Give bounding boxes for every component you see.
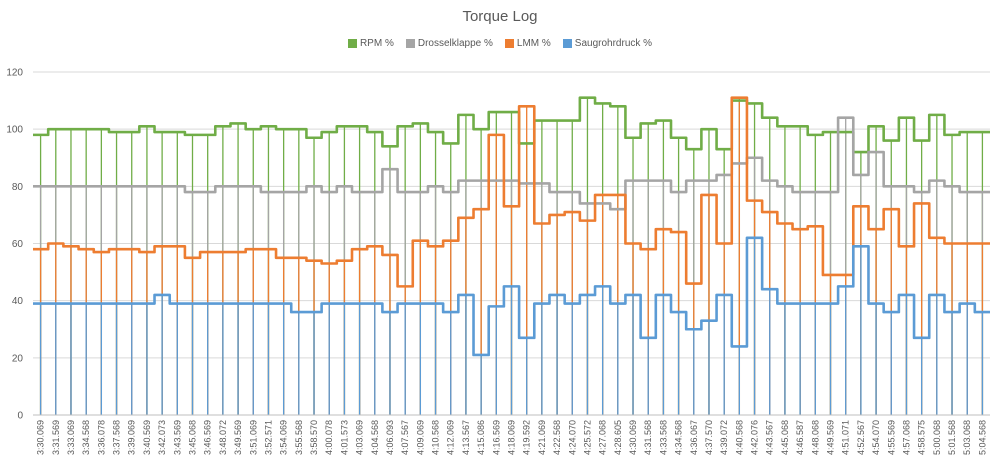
x-tick-label: 3:54.069 [279,420,289,455]
chart-title: Torque Log [462,8,538,25]
x-tick-label: 4:58.575 [917,420,927,455]
series-droplines-3 [39,237,984,415]
x-tick-label: 4:34.568 [674,420,684,455]
legend-label: Drosselklappe % [417,38,493,49]
x-tick-label: 4:55.569 [886,420,896,455]
x-tick-label: 4:16.569 [491,420,501,455]
x-tick-label: 4:13.567 [461,420,471,455]
x-tick-label: 4:12.069 [446,420,456,455]
x-tick-label: 4:30.069 [628,420,638,455]
x-tick-label: 3:58.570 [309,420,319,455]
x-tick-label: 4:18.069 [507,420,517,455]
x-tick-label: 4:25.572 [582,420,592,455]
legend-swatch [347,39,357,48]
x-tick-label: 4:00.078 [324,420,334,455]
x-tick-label: 4:27.068 [598,420,608,455]
x-tick-label: 4:49.569 [826,420,836,455]
y-tick-label: 20 [12,353,24,364]
x-tick-label: 4:15.086 [476,420,486,455]
y-tick-label: 120 [6,68,23,79]
x-tick-label: 4:51.071 [841,420,851,455]
x-tick-label: 4:09.069 [415,420,425,455]
x-tick-label: 3:42.073 [157,420,167,455]
x-tick-label: 3:40.569 [142,420,152,455]
x-tick-label: 4:19.592 [522,420,532,455]
x-tick-label: 5:03.068 [962,420,972,455]
legend-item: Drosselklappe % [405,38,493,49]
x-tick-label: 4:40.568 [734,420,744,455]
legend-swatch [405,39,415,48]
x-tick-label: 4:21.069 [537,420,547,455]
x-tick-label: 3:37.568 [112,420,122,455]
x-tick-label: 4:36.067 [689,420,699,455]
x-tick-label: 3:30.069 [36,420,46,455]
y-tick-label: 100 [6,125,23,136]
x-tick-label: 3:45.068 [188,420,198,455]
x-tick-label: 3:55.568 [294,420,304,455]
x-tick-label: 3:34.568 [81,420,91,455]
y-tick-label: 60 [12,239,24,250]
x-tick-label: 3:46.569 [203,420,213,455]
y-tick-label: 0 [17,411,23,422]
x-tick-label: 4:54.070 [871,420,881,455]
x-tick-label: 4:28.605 [613,420,623,455]
x-tick-label: 4:46.587 [795,420,805,455]
x-tick-label: 4:03.069 [355,420,365,455]
x-tick-label: 4:57.068 [901,420,911,455]
x-tick-label: 3:39.069 [127,420,137,455]
x-tick-label: 5:00.068 [932,420,942,455]
legend-item: LMM % [504,38,551,49]
x-tick-label: 4:06.093 [385,420,395,455]
legend: RPM % Drosselklappe % LMM % Saugrohrdruck % [0,38,1000,49]
series-line [33,236,990,357]
x-tick-label: 4:43.567 [765,420,775,455]
x-tick-label: 5:04.568 [977,420,987,455]
x-tick-label: 4:48.068 [810,420,820,455]
x-tick-label: 3:52.571 [263,420,273,455]
x-tick-label: 3:31.569 [51,420,61,455]
x-tick-label: 3:51.069 [248,420,258,455]
x-tick-label: 4:45.068 [780,420,790,455]
x-tick-label: 4:04.568 [370,420,380,455]
legend-item: Saugrohrdruck % [562,38,653,49]
x-tick-label: 3:48.072 [218,420,228,455]
y-tick-label: 80 [12,182,24,193]
legend-label: Saugrohrdruck % [574,38,653,49]
y-tick-label: 40 [12,296,24,307]
x-tick-label: 3:33.069 [66,420,76,455]
x-tick-label: 4:22.568 [552,420,562,455]
x-tick-label: 4:24.070 [567,420,577,455]
x-tick-label: 5:01.568 [947,420,957,455]
legend-label: LMM % [516,38,551,49]
x-tick-label: 4:33.568 [658,420,668,455]
x-tick-label: 4:39.072 [719,420,729,455]
x-tick-label: 4:52.567 [856,420,866,455]
x-tick-label: 4:07.567 [400,420,410,455]
series-line [33,96,990,288]
x-tick-label: 3:36.078 [96,420,106,455]
x-tick-label: 3:43.569 [172,420,182,455]
x-tick-label: 4:37.570 [704,420,714,455]
series-line [33,96,990,154]
x-tick-label: 4:10.568 [431,420,441,455]
series-line [33,116,990,211]
x-tick-label: 4:31.568 [643,420,653,455]
legend-label: RPM % [359,38,394,49]
legend-swatch [562,39,572,48]
legend-swatch [504,39,514,48]
x-tick-label: 3:49.569 [233,420,243,455]
legend-item: RPM % [347,38,394,49]
x-tick-label: 4:42.076 [750,420,760,455]
x-tick-label: 4:01.573 [339,420,349,455]
